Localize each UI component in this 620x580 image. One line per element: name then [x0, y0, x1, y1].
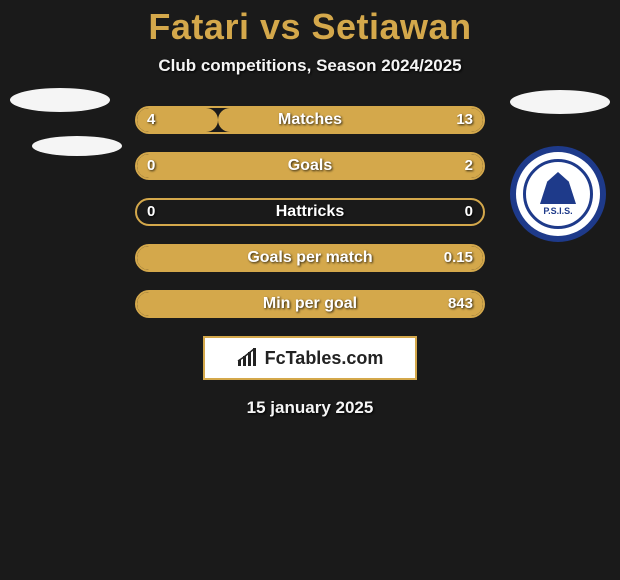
stat-label: Goals per match	[137, 246, 483, 270]
stat-value-right: 13	[446, 108, 483, 132]
bar-chart-icon	[237, 348, 259, 368]
monument-icon	[540, 172, 576, 204]
stat-value-right: 0	[455, 200, 483, 224]
stat-row: Goals per match0.15	[135, 244, 485, 272]
brand-text: FcTables.com	[265, 348, 384, 369]
stat-value-left: 0	[137, 200, 165, 224]
placeholder-ellipse	[10, 88, 110, 112]
page-title: Fatari vs Setiawan	[0, 0, 620, 48]
date: 15 january 2025	[0, 398, 620, 418]
club-acronym: P.S.I.S.	[543, 206, 572, 216]
stat-value-right: 2	[455, 154, 483, 178]
stat-label: Min per goal	[137, 292, 483, 316]
stat-rows: Matches413Goals02Hattricks00Goals per ma…	[135, 106, 485, 318]
stats-area: P.S.I.S. Matches413Goals02Hattricks00Goa…	[0, 106, 620, 318]
stat-row: Hattricks0 0	[135, 198, 485, 226]
stat-label: Matches	[137, 108, 483, 132]
stat-row: Matches4 13	[135, 106, 485, 134]
placeholder-ellipse	[510, 90, 610, 114]
placeholder-ellipse	[32, 136, 122, 156]
player-left-badge	[10, 88, 110, 188]
stat-value-right: 0.15	[434, 246, 483, 270]
player-right-badge: P.S.I.S.	[510, 146, 610, 246]
stat-label: Goals	[137, 154, 483, 178]
stat-label: Hattricks	[137, 200, 483, 224]
stat-value-left: 4	[137, 108, 165, 132]
stat-value-right: 843	[438, 292, 483, 316]
stat-row: Goals0 2	[135, 152, 485, 180]
stat-row: Min per goal843	[135, 290, 485, 318]
club-logo: P.S.I.S.	[510, 146, 606, 242]
brand-box[interactable]: FcTables.com	[203, 336, 417, 380]
subtitle: Club competitions, Season 2024/2025	[0, 56, 620, 76]
stat-value-left: 0	[137, 154, 165, 178]
